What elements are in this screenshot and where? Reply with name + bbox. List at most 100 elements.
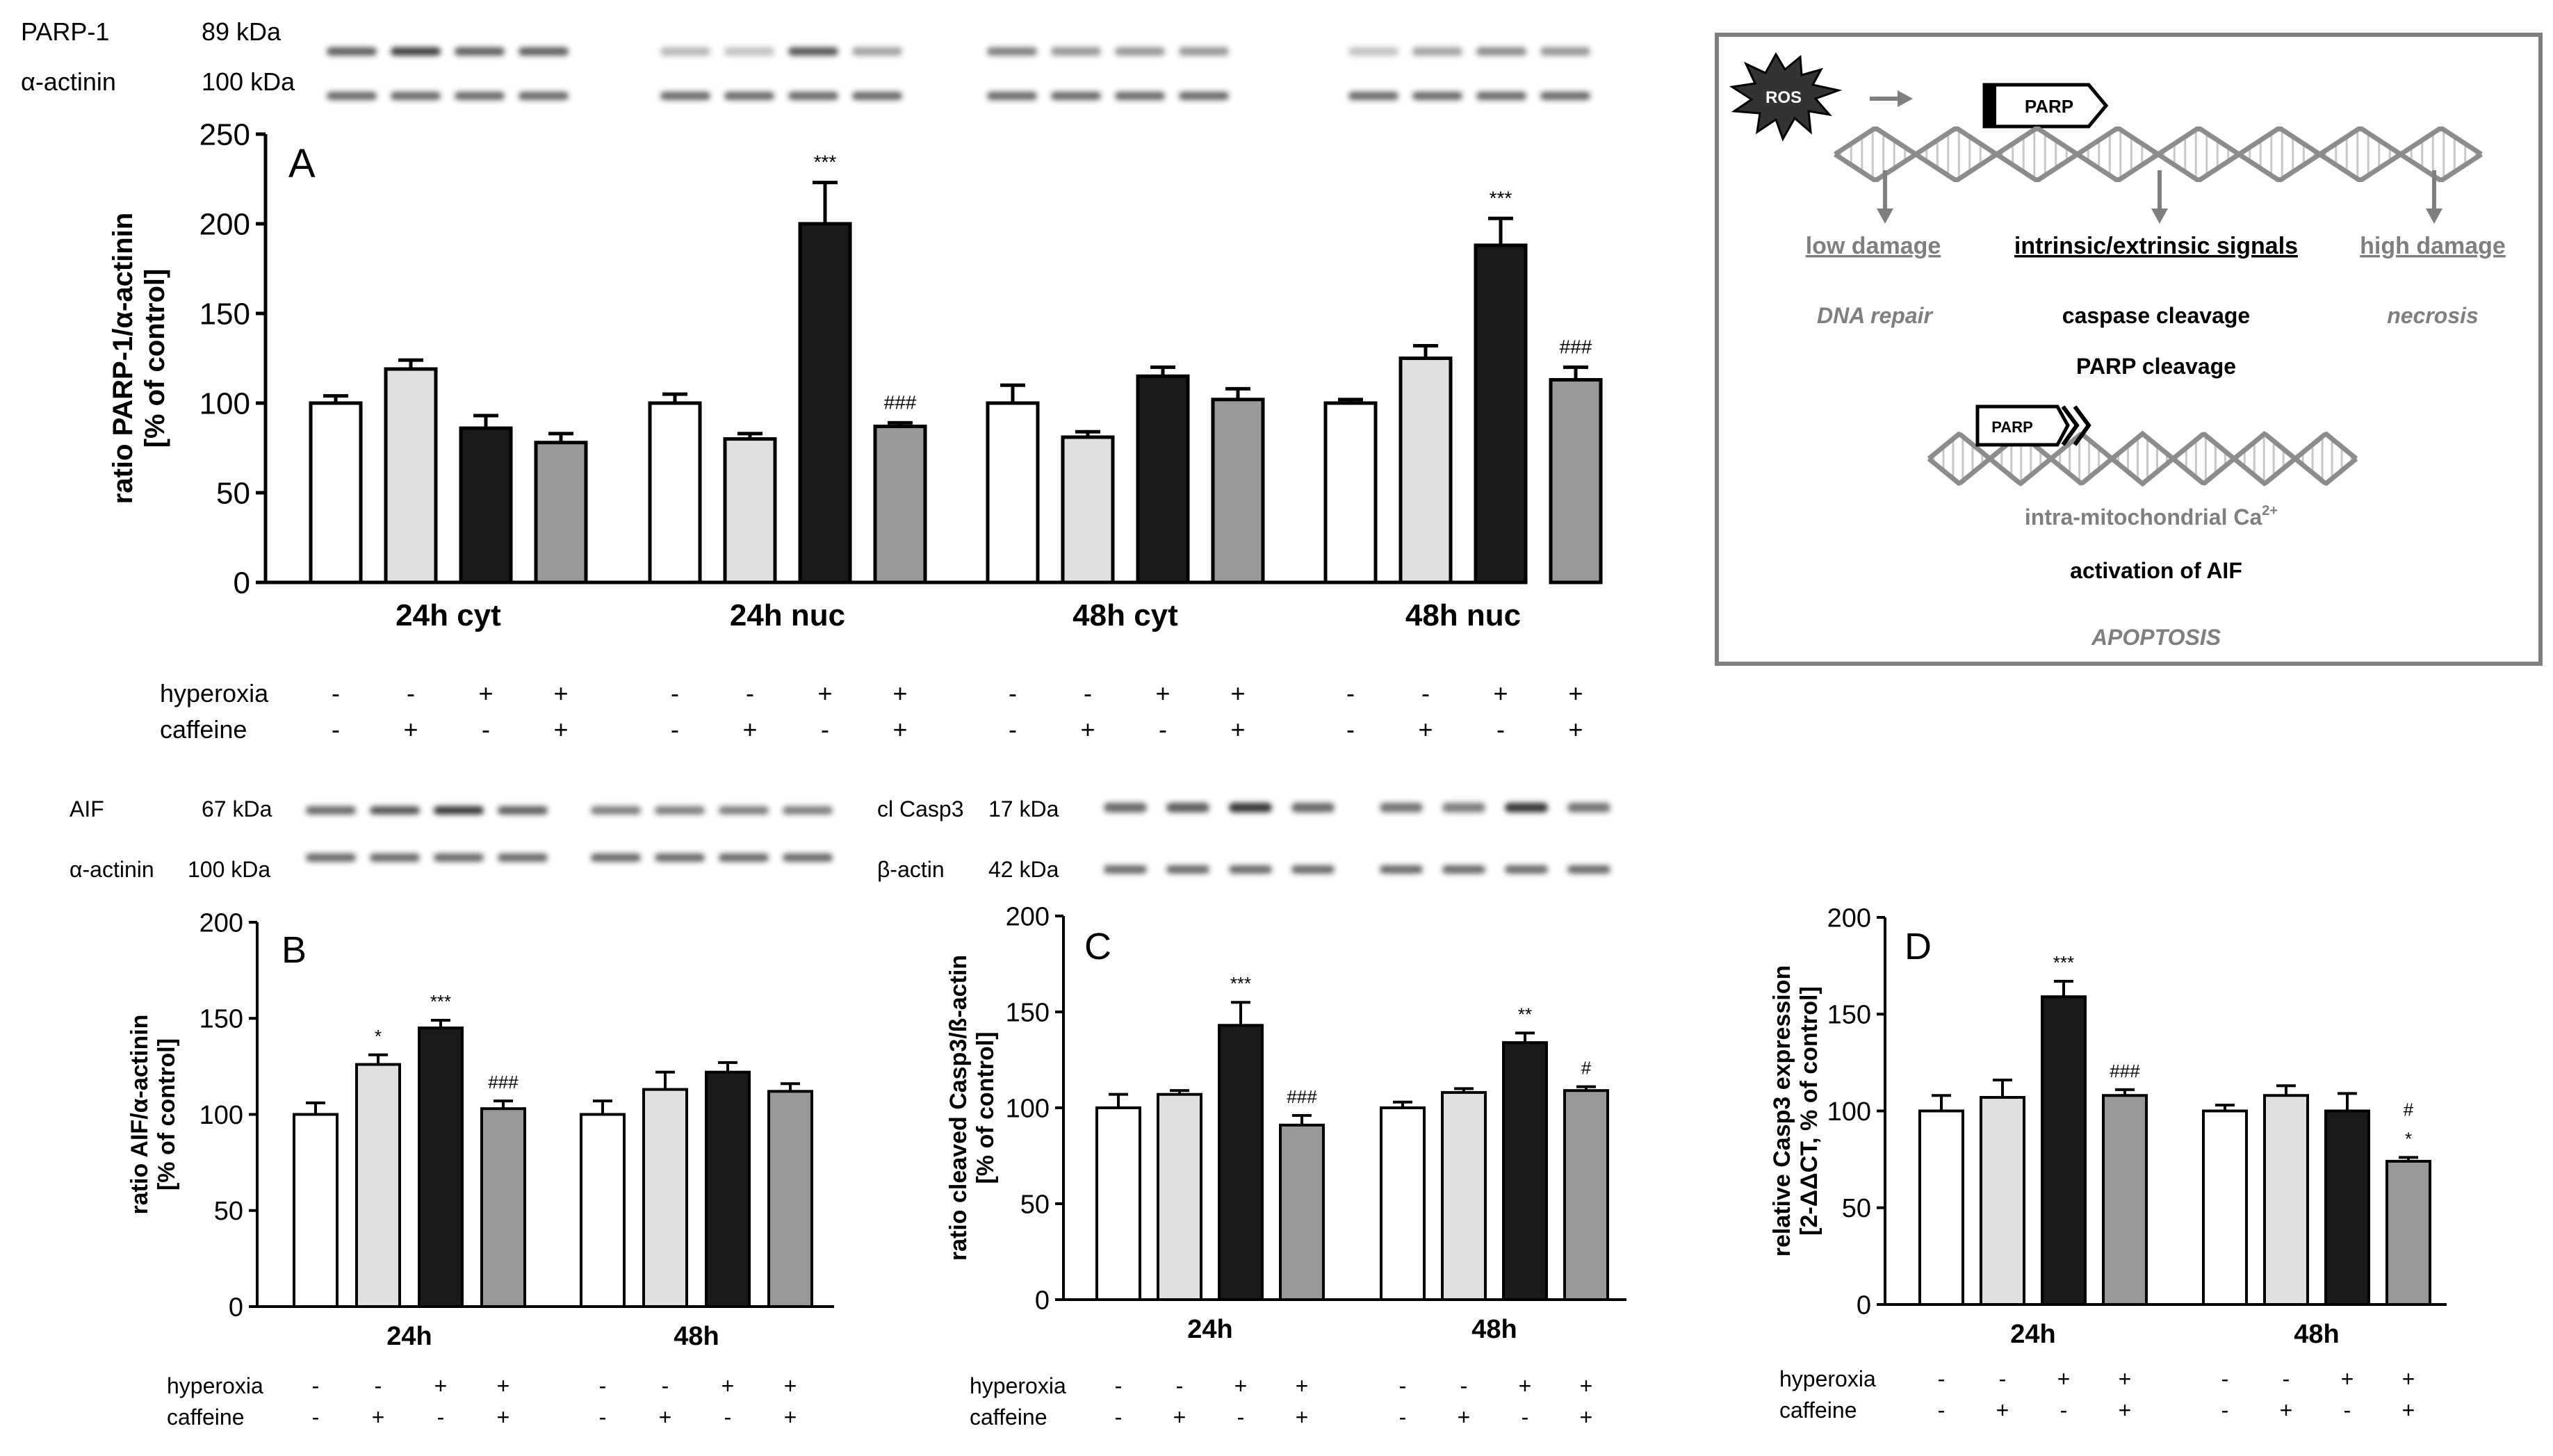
condA-hyperoxia-sign: - — [1346, 679, 1355, 707]
blot-aif-bands-band — [306, 853, 356, 862]
panelC-annotation: ### — [1287, 1086, 1317, 1107]
condB-caffeine-sign: + — [784, 1405, 797, 1430]
condD-hyperoxia-sign: - — [1938, 1366, 1946, 1391]
panel-a-caffeine-label: caffeine — [160, 715, 247, 744]
blot-aif-protein-1: AIF — [70, 796, 104, 821]
condB-caffeine-sign: + — [372, 1405, 385, 1430]
blot-aif-bands-band — [719, 806, 769, 815]
panelD-ytick-label: 150 — [1827, 1001, 1871, 1030]
condA-hyperoxia-sign: - — [332, 679, 340, 707]
condA-caffeine-sign: + — [1230, 715, 1245, 744]
condD-hyperoxia-sign: - — [2283, 1366, 2290, 1391]
panelB-bar-control — [580, 1113, 626, 1308]
panelB-bar-caffeine — [355, 1063, 401, 1308]
condA-hyperoxia-sign: + — [1230, 679, 1245, 707]
blot-casp3-bands-band — [1442, 803, 1485, 812]
blot-top-bands-band — [987, 92, 1037, 100]
aif-activation-label: activation of AIF — [2070, 558, 2242, 583]
panelA-category-label: 24h nuc — [730, 598, 845, 632]
condA-hyperoxia-sign: - — [1009, 679, 1017, 707]
blot-casp3-bands-band — [1380, 865, 1423, 874]
panelA-ytick-label: 250 — [199, 117, 250, 152]
blot-top-bands-band — [455, 47, 505, 56]
cleaved-parp-label: PARP — [1991, 418, 2033, 436]
blot-top-bands-band — [987, 47, 1037, 56]
condA-caffeine-sign: - — [1159, 715, 1167, 744]
panelB-ytick-label: 150 — [199, 1005, 243, 1034]
condA-caffeine-sign: + — [403, 715, 418, 744]
panelA-bar-control — [1323, 401, 1378, 584]
blot-casp3-bands-band — [1104, 803, 1147, 812]
panelD-category-label: 24h — [2010, 1320, 2055, 1349]
blot-top-bands-band — [1476, 92, 1526, 100]
panelD-annotation: *** — [2053, 952, 2074, 973]
blot-top-bands-band — [1540, 47, 1590, 56]
blot-casp3-bands-band — [1567, 865, 1610, 874]
condA-hyperoxia-sign: + — [478, 679, 493, 707]
condA-hyperoxia-sign: + — [817, 679, 832, 707]
condC-hyperoxia-sign: + — [1234, 1373, 1248, 1398]
high-damage-label: high damage — [2360, 233, 2506, 259]
panelA-annotation: *** — [1490, 187, 1512, 208]
blot-aif-bands-band — [434, 806, 484, 815]
panel-b: B 0 50 100 150 200 ratio AIF/α-actinin [% of c… — [127, 908, 834, 1351]
blot-top-bands-band — [1348, 92, 1398, 100]
condA-hyperoxia-sign: + — [1493, 679, 1508, 707]
panelA-annotation: ### — [884, 391, 917, 413]
low-damage-label: low damage — [1806, 233, 1941, 259]
panelB-ytick-label: 100 — [199, 1101, 243, 1130]
panelA-bar-hyperoxia-caffeine — [1549, 377, 1603, 584]
dna2-strand-2 — [1927, 430, 2358, 486]
condC-caffeine-sign: - — [1115, 1405, 1123, 1430]
panelC-ytick-label: 50 — [1020, 1190, 1050, 1219]
blot-casp3-bands-band — [1229, 865, 1272, 874]
panel-b-caffeine-label: caffeine — [167, 1405, 245, 1430]
condA-hyperoxia-sign: - — [1421, 679, 1430, 707]
panelB-bar-caffeine — [642, 1088, 688, 1309]
condB-hyperoxia-sign: - — [375, 1373, 382, 1398]
condA-caffeine-sign: - — [482, 715, 490, 744]
condB-caffeine-sign: - — [437, 1405, 445, 1430]
panelA-bar-caffeine — [1061, 435, 1115, 584]
condC-caffeine-sign: + — [1173, 1405, 1186, 1430]
blot-top-bands-band — [1412, 47, 1462, 56]
condD-caffeine-sign: - — [2221, 1398, 2229, 1423]
panelC-annotation: # — [1581, 1058, 1592, 1079]
blot-casp3: cl Casp3 17 kDa β-actin 42 kDa — [877, 796, 1610, 882]
dna1-strand-2 — [1834, 126, 2483, 182]
panel-d: D 0 50 100 150 200 relative Casp3 expression[… — [1769, 903, 2447, 1349]
blot-top-bands-band — [788, 47, 838, 56]
condA-hyperoxia-sign: - — [746, 679, 754, 707]
panel-b-conditions: hyperoxia caffeine - - - + + - + + - - - + + - + + — [167, 1373, 797, 1430]
blot-top: PARP-1 89 kDa α-actinin 100 kDa — [21, 17, 1590, 100]
blot-top-bands-band — [724, 92, 774, 100]
panelA-bar-control — [309, 401, 363, 584]
dna-helix-bottom — [1927, 430, 2358, 487]
blot-top-bands-band — [1348, 47, 1398, 56]
condC-hyperoxia-sign: - — [1115, 1373, 1123, 1398]
blot-top-bands-band — [519, 47, 569, 56]
condD-caffeine-sign: - — [1938, 1398, 1946, 1423]
blot-aif-bands-band — [591, 806, 641, 815]
panelB-category-label: 24h — [386, 1322, 432, 1351]
blot-casp3-protein-1: cl Casp3 — [877, 796, 964, 821]
panel-d-conditions: hyperoxia caffeine - - - + + - + + - - - + + - + + — [1779, 1366, 2415, 1423]
blot-top-weight-1: 89 kDa — [202, 17, 282, 46]
blot-casp3-bands-band — [1505, 803, 1548, 812]
condC-hyperoxia-sign: - — [1176, 1373, 1184, 1398]
panelA-ylabel: ratio PARP-1/α-actinin — [108, 213, 138, 504]
blot-top-bands-band — [852, 47, 902, 56]
panelB-category-label: 48h — [674, 1322, 719, 1351]
condD-hyperoxia-sign: - — [2221, 1366, 2229, 1391]
condD-caffeine-sign: + — [1996, 1398, 2009, 1423]
condB-caffeine-sign: - — [724, 1405, 732, 1430]
condD-hyperoxia-sign: + — [2119, 1366, 2132, 1391]
panelD-bar-hyperoxia — [2324, 1109, 2370, 1306]
condD-hyperoxia-sign: + — [2341, 1366, 2354, 1391]
condC-caffeine-sign: - — [1522, 1405, 1529, 1430]
condA-caffeine-sign: + — [892, 715, 907, 744]
panel-a-hyperoxia-label: hyperoxia — [160, 679, 269, 707]
panelD-annotation: * — [2405, 1128, 2412, 1149]
panelC-category-label: 48h — [1471, 1315, 1517, 1344]
blot-top-bands-band — [1115, 92, 1165, 100]
